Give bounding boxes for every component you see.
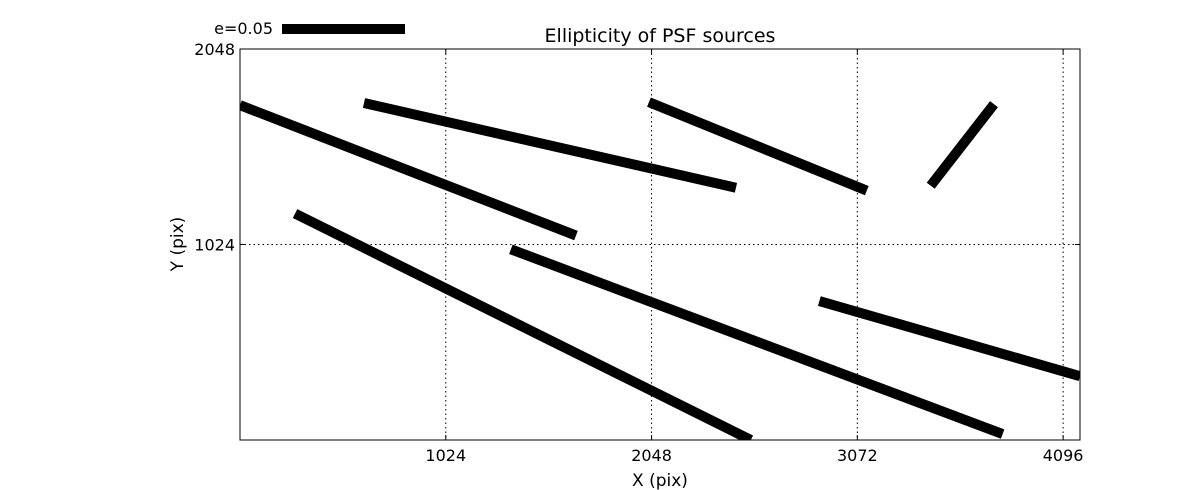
x-tick-label: 1024 (425, 446, 466, 465)
x-axis-label: X (pix) (632, 471, 688, 490)
y-tick-label: 2048 (194, 40, 235, 59)
ellipticity-whisker (362, 98, 738, 193)
chart-title: Ellipticity of PSF sources (545, 25, 776, 47)
legend: e=0.05 (214, 19, 405, 38)
grid-layer (240, 49, 1080, 440)
ellipticity-whisker (926, 101, 998, 189)
x-tick-label: 2048 (631, 446, 672, 465)
ellipticity-whisker (509, 244, 1005, 439)
ellipticity-whisker (817, 296, 1080, 382)
legend-label: e=0.05 (214, 19, 273, 38)
ellipticity-whisker (647, 97, 869, 196)
x-tick-label: 4096 (1043, 446, 1084, 465)
tick-layer: 1024 2048 3072 4096 1024 2048 (194, 40, 1083, 465)
y-tick-label: 1024 (194, 236, 235, 255)
ellipticity-whisker (240, 100, 578, 241)
whisker-layer (240, 97, 1080, 440)
ellipticity-whisker (292, 209, 754, 440)
y-axis-label: Y (pix) (168, 217, 188, 273)
x-tick-label: 3072 (837, 446, 878, 465)
